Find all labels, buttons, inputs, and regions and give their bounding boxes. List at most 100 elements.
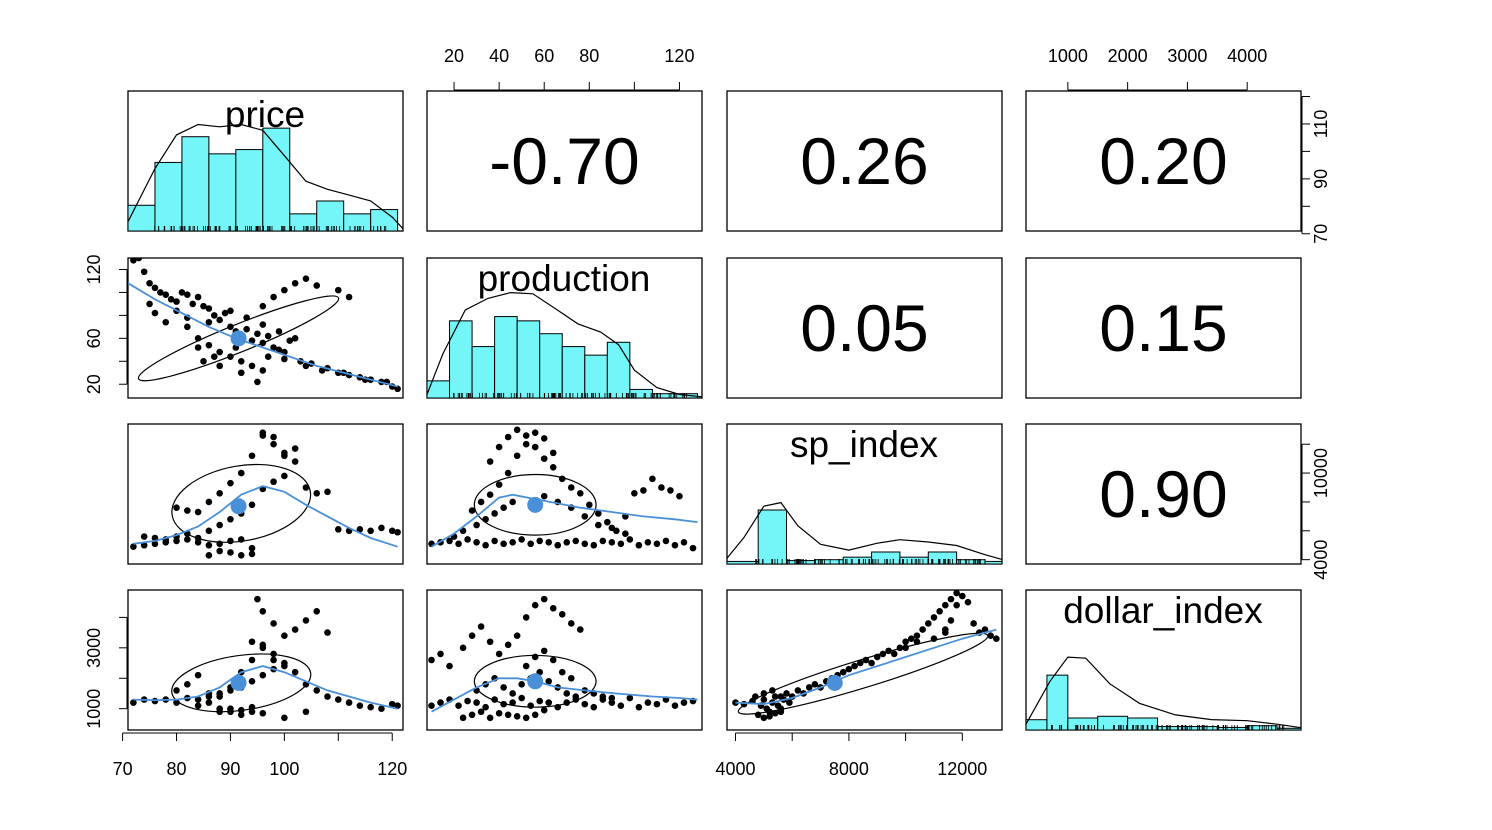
histogram-bar bbox=[726, 560, 759, 565]
x-axis-dollar_index-top: 1000 2000 3000 4000 bbox=[1048, 46, 1267, 91]
data-point bbox=[173, 699, 180, 706]
data-point bbox=[345, 293, 353, 301]
data-point bbox=[794, 687, 802, 694]
data-point bbox=[495, 443, 503, 451]
data-point bbox=[805, 684, 813, 691]
data-point bbox=[146, 279, 153, 287]
panel-frame-dollar_index-production bbox=[426, 589, 703, 731]
data-point bbox=[766, 713, 773, 720]
density-curve bbox=[127, 123, 404, 230]
data-point bbox=[518, 681, 525, 688]
data-point bbox=[531, 443, 539, 451]
data-point bbox=[486, 714, 494, 722]
histogram-bar bbox=[539, 333, 563, 399]
data-point bbox=[216, 521, 223, 529]
data-point bbox=[635, 703, 643, 711]
data-point bbox=[302, 362, 310, 370]
data-point bbox=[281, 355, 288, 363]
tick-label: 3000 bbox=[1167, 46, 1207, 66]
data-point bbox=[334, 696, 342, 703]
data-point bbox=[227, 549, 234, 556]
histogram-bar bbox=[1025, 719, 1048, 731]
data-point bbox=[205, 341, 213, 349]
correlation-ellipse bbox=[473, 473, 597, 536]
histogram-bar bbox=[1067, 717, 1099, 731]
data-point bbox=[477, 708, 485, 716]
data-point bbox=[549, 656, 557, 664]
data-point bbox=[216, 540, 223, 548]
data-point bbox=[536, 537, 544, 545]
scatter-sp_index_dollar_index bbox=[732, 590, 1000, 722]
data-point bbox=[334, 526, 342, 533]
data-point bbox=[540, 595, 548, 603]
scatter-inner bbox=[428, 595, 698, 722]
data-point bbox=[243, 325, 250, 333]
data-point bbox=[130, 543, 137, 550]
tick-label: 40 bbox=[489, 46, 509, 66]
data-point bbox=[896, 644, 904, 652]
tick-label: 80 bbox=[579, 46, 599, 66]
data-point bbox=[248, 550, 256, 558]
data-point bbox=[786, 699, 793, 706]
data-point bbox=[162, 291, 170, 299]
data-point bbox=[839, 668, 847, 676]
data-point bbox=[270, 650, 277, 658]
tick-label: 60 bbox=[534, 46, 554, 66]
panel-frame-sp_index-dollar_index bbox=[1025, 423, 1302, 565]
centroid-point bbox=[230, 330, 247, 347]
data-point bbox=[173, 687, 180, 694]
data-point bbox=[953, 601, 960, 609]
data-point bbox=[189, 300, 197, 308]
data-point bbox=[473, 521, 480, 529]
data-point bbox=[259, 339, 267, 347]
tick-label: 20 bbox=[444, 46, 464, 66]
data-point bbox=[545, 678, 553, 685]
data-point bbox=[676, 492, 683, 500]
data-point bbox=[205, 699, 213, 706]
panel-frame-sp_index-price bbox=[127, 423, 404, 565]
data-point bbox=[608, 539, 616, 546]
data-point bbox=[388, 527, 396, 535]
data-point bbox=[248, 362, 256, 370]
data-point bbox=[572, 537, 580, 545]
data-point bbox=[248, 656, 256, 664]
data-point bbox=[194, 344, 202, 351]
data-point bbox=[527, 540, 534, 548]
centroid-point bbox=[230, 498, 247, 515]
data-point bbox=[248, 337, 256, 344]
data-point bbox=[509, 690, 516, 697]
data-point bbox=[254, 595, 261, 603]
data-point bbox=[367, 527, 374, 535]
data-point bbox=[522, 662, 530, 670]
data-point bbox=[227, 687, 234, 694]
tick-label: 70 bbox=[113, 759, 133, 779]
tick-label: 8000 bbox=[829, 759, 869, 779]
data-point bbox=[495, 650, 503, 658]
data-point bbox=[275, 328, 283, 335]
data-point bbox=[151, 309, 159, 317]
data-point bbox=[509, 539, 516, 546]
histogram-bar bbox=[262, 127, 291, 232]
data-point bbox=[254, 330, 261, 338]
data-point bbox=[554, 541, 562, 549]
data-point bbox=[590, 703, 598, 711]
histogram-bar bbox=[584, 354, 608, 399]
data-point bbox=[851, 662, 858, 670]
data-point bbox=[264, 353, 272, 360]
data-point bbox=[184, 323, 191, 331]
data-point bbox=[941, 629, 949, 636]
correlation-price-dollar_index: 0.20 bbox=[1099, 124, 1227, 198]
data-point bbox=[653, 540, 661, 548]
data-point bbox=[885, 647, 892, 655]
data-point bbox=[324, 629, 331, 636]
data-point bbox=[585, 501, 593, 509]
data-point bbox=[205, 541, 213, 549]
data-point bbox=[184, 507, 191, 514]
density-curve bbox=[726, 501, 1003, 560]
centroid-point bbox=[527, 673, 544, 690]
data-point bbox=[947, 617, 955, 624]
data-point bbox=[482, 703, 489, 711]
data-point bbox=[459, 644, 467, 652]
histogram-bar bbox=[1046, 674, 1069, 731]
